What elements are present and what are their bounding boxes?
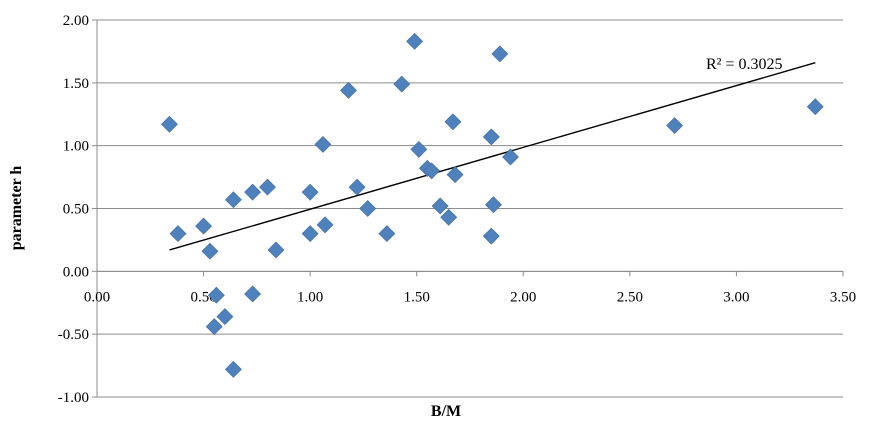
data-point	[340, 81, 357, 99]
data-point	[244, 285, 262, 303]
data-point	[316, 216, 334, 234]
data-point	[666, 117, 684, 134]
data-point	[201, 242, 219, 260]
data-point	[348, 178, 366, 196]
data-point	[482, 227, 500, 245]
data-point	[205, 318, 223, 336]
data-point	[224, 360, 242, 378]
x-tick-label: 3.00	[723, 289, 749, 305]
x-tick-label: 2.50	[617, 289, 643, 305]
data-point	[195, 217, 212, 235]
x-axis-title: B/M	[431, 403, 461, 420]
y-tick-label: 0.50	[63, 202, 89, 218]
trendline-group	[169, 62, 816, 251]
data-point	[502, 148, 519, 166]
data-point	[161, 115, 178, 133]
data-point	[207, 286, 225, 304]
x-tick-label: 3.50	[830, 289, 856, 305]
data-point	[359, 200, 377, 217]
data-point	[444, 113, 462, 131]
data-point	[440, 208, 458, 226]
data-point	[431, 197, 449, 215]
x-tick-labels: 0.00 0.50 1.00 1.50 2.00 2.50 3.00 3.50	[84, 289, 856, 305]
data-point	[423, 162, 441, 180]
r-squared-annotation: R² = 0.3025	[706, 56, 783, 73]
x-tick-label: 1.00	[297, 289, 323, 305]
x-tick-label: 1.50	[404, 289, 430, 305]
data-point	[446, 166, 464, 183]
data-point	[806, 98, 824, 116]
data-point	[301, 183, 319, 201]
axes	[92, 19, 844, 398]
data-point	[244, 183, 262, 201]
y-tick-label: 2.00	[63, 13, 89, 29]
data-point	[216, 308, 234, 325]
y-tick-label: 0.00	[63, 264, 89, 280]
data-point	[224, 191, 242, 209]
y-tick-labels: 2.00 1.50 1.00 0.50 0.00 -0.50 -1.00	[58, 13, 89, 406]
data-point	[267, 241, 285, 259]
data-point	[491, 45, 509, 63]
y-tick-label: -1.00	[58, 390, 89, 406]
data-point	[410, 141, 428, 158]
data-point	[406, 32, 424, 50]
x-tick-label: 0.00	[84, 289, 110, 305]
y-tick-label: -0.50	[58, 327, 89, 343]
data-point	[393, 75, 411, 93]
y-tick-label: 1.50	[63, 76, 89, 92]
data-points	[161, 32, 824, 378]
data-point	[259, 178, 276, 196]
data-point	[378, 225, 396, 243]
data-point	[314, 135, 332, 153]
data-point	[485, 196, 502, 214]
y-axis-title: parameter h	[8, 166, 25, 251]
data-point	[301, 225, 319, 243]
trendline	[169, 62, 816, 251]
gridlines	[97, 19, 843, 398]
data-point	[482, 128, 500, 146]
x-tick-label: 2.00	[510, 289, 536, 305]
y-tick-label: 1.00	[63, 139, 89, 155]
data-point	[169, 225, 187, 243]
